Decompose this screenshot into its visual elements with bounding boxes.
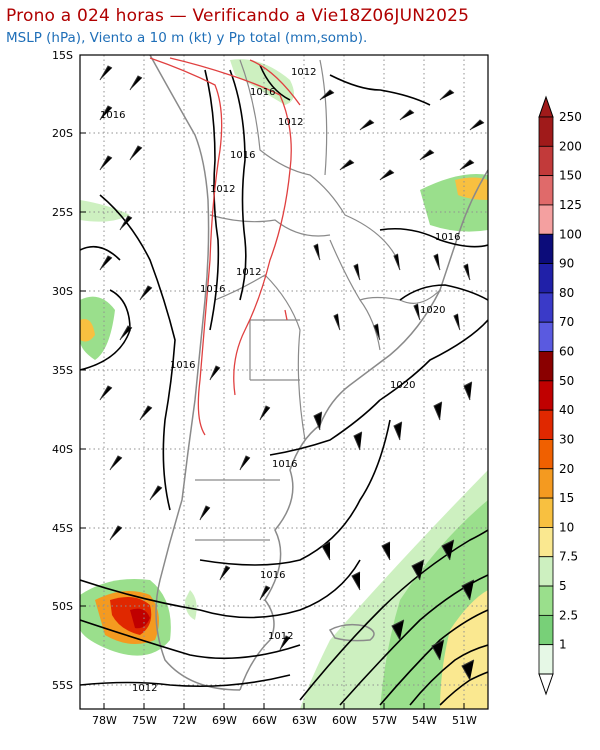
colorbar-label: 100 <box>559 227 582 241</box>
colorbar-cell <box>538 614 554 646</box>
colorbar-cell <box>538 145 554 177</box>
colorbar-bottom-arrow <box>538 673 554 696</box>
colorbar-cell <box>538 263 554 294</box>
lat-label: 20S <box>52 127 73 140</box>
lat-label: 45S <box>52 522 73 535</box>
isobar-label: 1020 <box>420 305 445 316</box>
lon-label: 63W <box>292 714 317 727</box>
colorbar-cell <box>538 527 554 558</box>
colorbar-cell <box>538 644 554 675</box>
colorbar-label: 90 <box>559 257 574 271</box>
isobar-label: 1016 <box>200 284 225 295</box>
wind-barbs <box>99 65 485 681</box>
grid-lines <box>80 55 488 709</box>
colorbar-label: 200 <box>559 139 582 153</box>
isobar-label: 1016 <box>435 232 460 243</box>
lon-label: 60W <box>332 714 357 727</box>
latitude-labels: 15S 20S 25S 30S 35S 40S 45S 50S 55S <box>52 49 73 692</box>
colorbar-label: 60 <box>559 345 574 359</box>
colorbar-label: 50 <box>559 374 574 388</box>
colorbar-cell <box>538 585 554 616</box>
terrain-contours <box>149 57 301 436</box>
isobar-label: 1016 <box>272 459 297 470</box>
isobar-label: 1012 <box>210 184 235 195</box>
colorbar-cell <box>538 497 554 528</box>
map-frame <box>79 54 489 710</box>
colorbar-cell <box>538 409 554 440</box>
lon-label: 78W <box>92 714 117 727</box>
isobar-labels: 1012 1016 1012 1016 1012 1016 1012 1016 … <box>100 67 460 694</box>
colorbar-top-arrow <box>538 95 554 118</box>
map-subtitle: MSLP (hPa), Viento a 10 m (kt) y Pp tota… <box>6 30 368 46</box>
colorbar-cell <box>538 204 554 235</box>
colorbar-label: 1 <box>559 638 567 652</box>
lat-label: 30S <box>52 285 73 298</box>
isobar-label: 1012 <box>291 67 316 78</box>
isobar-label: 1016 <box>100 110 125 121</box>
colorbar-cell <box>538 321 554 352</box>
colorbar-label: 150 <box>559 169 582 183</box>
lon-label: 66W <box>252 714 277 727</box>
lat-label: 55S <box>52 679 73 692</box>
isobar-label: 1016 <box>170 360 195 371</box>
colorbar-label: 125 <box>559 198 582 212</box>
isobar-label: 1020 <box>390 380 415 391</box>
colorbar-labels: 250 200 150 125 100 90 80 70 60 50 40 30 20 15 10 7.5 5 2… <box>559 110 582 652</box>
longitude-labels: 78W 75W 72W 69W 66W 63W 60W 57W 54W 51W <box>92 714 477 727</box>
isobar-label: 1016 <box>230 150 255 161</box>
lon-label: 54W <box>412 714 437 727</box>
isobar-label: 1016 <box>250 87 275 98</box>
lon-label: 72W <box>172 714 197 727</box>
colorbar-label: 7.5 <box>559 550 578 564</box>
colorbar-label: 40 <box>559 403 574 417</box>
lon-label: 75W <box>132 714 157 727</box>
colorbar-label: 10 <box>559 520 574 534</box>
country-borders <box>195 59 441 541</box>
isobar-label: 1016 <box>260 570 285 581</box>
colorbar-cell <box>538 468 554 499</box>
colorbar-label: 80 <box>559 286 574 300</box>
colorbar-cell <box>538 116 554 147</box>
colorbar-label: 5 <box>559 579 567 593</box>
isobars <box>80 64 488 706</box>
isobar-label: 1012 <box>278 117 303 128</box>
colorbar-cell <box>538 351 554 382</box>
lat-label: 40S <box>52 443 73 456</box>
colorbar-cells <box>538 116 554 675</box>
colorbar-label: 20 <box>559 462 574 476</box>
colorbar-cell <box>538 439 554 470</box>
colorbar-label: 15 <box>559 491 574 505</box>
isobar-label: 1012 <box>132 683 157 694</box>
lat-label: 50S <box>52 600 73 613</box>
colorbar: 250 200 150 125 100 90 80 70 60 50 40 30 20 15 10 7.5 5 2… <box>538 95 582 696</box>
lon-label: 51W <box>452 714 477 727</box>
colorbar-cell <box>538 292 554 323</box>
map-title: Prono a 024 horas — Verificando a Vie18Z… <box>6 6 470 26</box>
colorbar-cell <box>538 556 554 587</box>
lat-label: 15S <box>52 49 73 62</box>
lat-label: 25S <box>52 206 73 219</box>
isobar-label: 1012 <box>268 631 293 642</box>
colorbar-cell <box>538 233 554 264</box>
colorbar-label: 30 <box>559 432 574 446</box>
lon-label: 69W <box>212 714 237 727</box>
colorbar-label: 70 <box>559 315 574 329</box>
colorbar-cell <box>538 175 554 206</box>
isobar-label: 1012 <box>236 267 261 278</box>
colorbar-label: 2.5 <box>559 608 578 622</box>
lat-label: 35S <box>52 364 73 377</box>
colorbar-label: 250 <box>559 110 582 124</box>
lon-label: 57W <box>372 714 397 727</box>
colorbar-cell <box>538 380 554 411</box>
axis-ticks <box>80 132 465 709</box>
